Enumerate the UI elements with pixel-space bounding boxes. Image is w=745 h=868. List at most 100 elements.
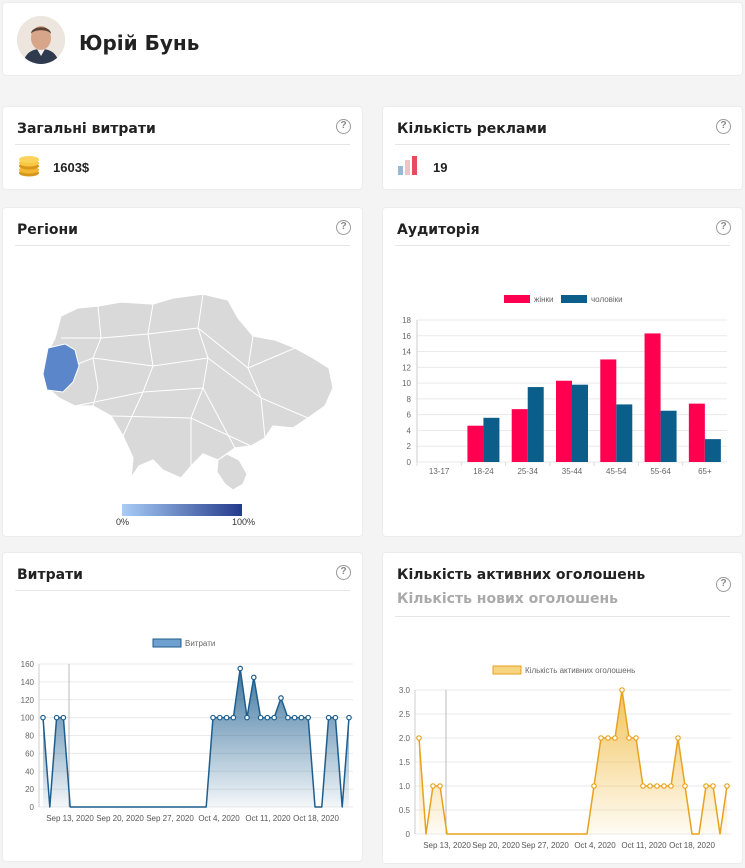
x-tick-label: Sep 20, 2020	[96, 814, 144, 823]
data-point	[437, 783, 443, 789]
data-point	[244, 714, 250, 721]
legend-swatch	[561, 295, 587, 303]
x-tick-label: Oct 18, 2020	[293, 814, 339, 823]
x-tick-label: 55-64	[650, 467, 671, 476]
profile-name: Юрій Бунь	[79, 31, 200, 55]
x-tick-label: Oct 4, 2020	[198, 814, 240, 823]
data-point	[271, 714, 278, 721]
help-icon[interactable]: ?	[716, 577, 731, 592]
map-scale-max: 100%	[232, 517, 256, 527]
new-ads-tab[interactable]: Кількість нових оголошень	[397, 591, 618, 607]
y-tick-label: 18	[402, 316, 411, 325]
data-point	[325, 714, 332, 721]
data-point	[724, 783, 730, 789]
spend-chart-card: Витрати ? Витрати 0 20 40 60 80 100 120 140 160 Se…	[2, 552, 363, 862]
x-tick-label: Sep 27, 2020	[521, 841, 569, 850]
spend-line-chart: Витрати 0 20 40 60 80 100 120 140 160 Sep 13, 2020…	[21, 638, 353, 823]
y-tick-label: 140	[21, 678, 35, 687]
help-icon[interactable]: ?	[716, 119, 731, 134]
legend-swatch	[152, 638, 182, 648]
divider	[15, 245, 350, 246]
bar	[556, 380, 572, 462]
data-point	[223, 714, 230, 721]
data-point	[53, 714, 60, 721]
x-tick-label: Oct 4, 2020	[574, 841, 616, 850]
x-tick-label: 18-24	[473, 467, 494, 476]
total-spend-card: Загальні витрати ? 1603$	[2, 106, 363, 190]
regions-title: Регіони	[17, 222, 78, 238]
map-outline	[42, 293, 334, 479]
legend-label: жінки	[534, 295, 554, 304]
divider	[15, 590, 350, 591]
data-point	[675, 735, 681, 741]
y-tick-label: 4	[407, 426, 412, 435]
audience-title: Аудиторія	[397, 222, 480, 238]
bar	[660, 410, 677, 462]
bar	[688, 403, 705, 462]
data-point	[591, 783, 597, 789]
area-fill	[419, 690, 727, 834]
profile-card: Юрій Бунь	[2, 2, 743, 76]
data-point	[40, 714, 46, 721]
spend-chart-title: Витрати	[17, 567, 83, 583]
data-point	[332, 714, 339, 721]
x-tick-label: Oct 18, 2020	[669, 841, 715, 850]
y-tick-label: 100	[21, 714, 35, 723]
bar	[572, 384, 588, 462]
data-point	[703, 783, 709, 789]
x-tick-label: 45-54	[606, 467, 627, 476]
data-point	[626, 735, 632, 741]
data-point	[654, 783, 660, 789]
data-point	[346, 714, 352, 721]
divider	[395, 245, 730, 246]
bar	[483, 417, 500, 462]
coins-icon	[17, 155, 41, 182]
data-point	[291, 714, 298, 721]
audience-bar-chart: жінки чоловіки 0 2 4 6 8 10 12 14 16 18 13-17 18-24 25…	[402, 295, 727, 476]
bar	[644, 333, 661, 462]
data-point	[305, 714, 312, 721]
area-fill	[43, 668, 349, 807]
y-tick-label: 16	[402, 332, 411, 341]
data-point	[710, 783, 716, 789]
divider	[15, 144, 350, 145]
legend-label: чоловіки	[591, 295, 623, 304]
help-icon[interactable]: ?	[336, 119, 351, 134]
region-highlighted	[42, 343, 80, 393]
data-point	[598, 735, 604, 741]
x-tick-label: Sep 13, 2020	[46, 814, 94, 823]
help-icon[interactable]: ?	[336, 565, 351, 580]
ads-chart-icon	[397, 154, 419, 181]
data-point	[430, 783, 436, 789]
data-point	[605, 735, 611, 741]
data-point	[237, 665, 244, 672]
x-tick-label: 35-44	[562, 467, 583, 476]
bar	[511, 409, 528, 462]
regions-card: Регіони ? 0% 100%	[2, 207, 363, 537]
total-spend-title: Загальні витрати	[17, 121, 156, 137]
data-point	[230, 714, 237, 721]
ads-count-card: Кількість реклами ? 19	[382, 106, 743, 190]
x-tick-label: 13-17	[429, 467, 450, 476]
bar	[467, 425, 484, 462]
active-ads-card: Кількість активних оголошень Кількість н…	[382, 552, 743, 864]
avatar[interactable]	[17, 16, 65, 64]
divider	[395, 144, 730, 145]
person-photo-icon	[17, 16, 65, 64]
y-tick-label: 0	[406, 830, 411, 839]
legend-label: Кількість активних оголошень	[525, 666, 635, 675]
y-tick-label: 2	[407, 442, 412, 451]
active-ads-title[interactable]: Кількість активних оголошень	[397, 567, 646, 583]
y-tick-label: 10	[402, 379, 411, 388]
y-tick-label: 60	[25, 749, 34, 758]
ukraine-map[interactable]	[3, 288, 364, 518]
y-tick-label: 0	[407, 458, 412, 467]
active-ads-line-chart: Кількість активних оголошень 0 0.5 1.0 1.5 2.…	[399, 665, 731, 850]
help-icon[interactable]: ?	[716, 220, 731, 235]
data-point	[668, 783, 674, 789]
y-tick-label: 6	[407, 411, 412, 420]
y-tick-label: 12	[402, 363, 411, 372]
series-line	[42, 667, 350, 808]
y-tick-label: 120	[21, 696, 35, 705]
help-icon[interactable]: ?	[336, 220, 351, 235]
